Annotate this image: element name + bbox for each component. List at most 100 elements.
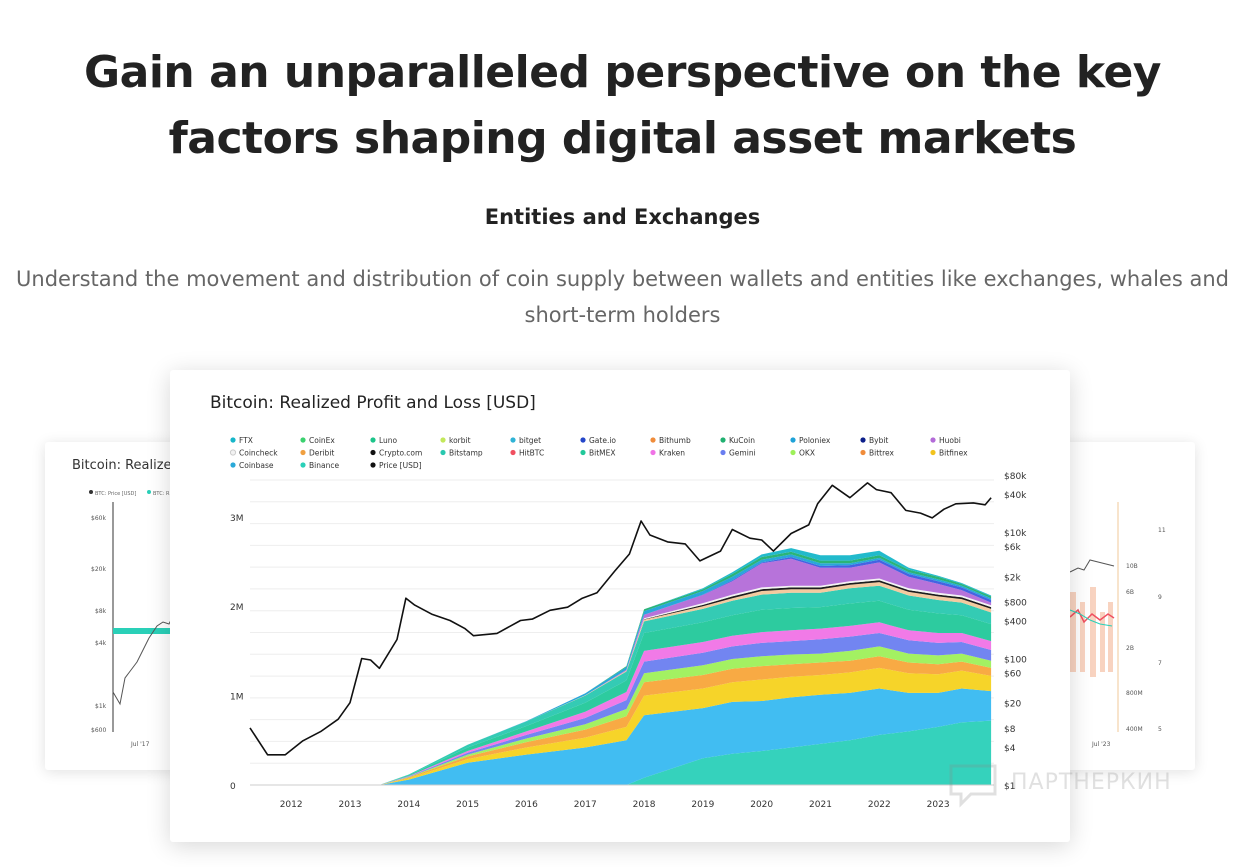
chart-areas [261,548,992,785]
right-tick: 10B [1126,563,1138,570]
legend-label: Binance [309,461,339,470]
legend-label: Price [USD] [379,461,422,470]
area-series-bitmex [261,600,992,785]
x-tick-label: 2022 [868,800,891,810]
legend-label: Bybit [869,436,888,445]
left-tick: $4k [95,640,107,647]
right-card-chart: 10B 6B 2B 800M 400M 11 9 7 5 Jul '23 [1069,502,1166,748]
y-right-tick-label: $400 [1004,617,1027,627]
x-tick-label: 2021 [809,800,832,810]
legend-label: Bittrex [869,449,895,458]
area-series-bitfinex [261,667,992,785]
x-tick-label: 2019 [691,800,714,810]
left-card-chart: BTC: Price [USD] BTC: R $60k $20k $8k $4… [89,490,174,748]
chart-axes: 0 1M 2M 3M $80k $40k $10k $6k $2k $800 $400 $100 $60… [230,472,1027,810]
legend-swatch [720,437,726,443]
price-usd-line [249,482,992,756]
right-bar [1090,587,1096,677]
legend-label: Gemini [729,449,756,458]
legend-label: HitBTC [519,449,544,458]
right-teal-line [1069,609,1113,627]
right-bar [1100,612,1105,672]
x-tick-label: 2015 [456,800,479,810]
right-bar [1080,602,1085,672]
left-area [113,628,173,634]
legend-label: Bitstamp [449,449,483,458]
legend-label: Kraken [659,449,685,458]
legend-label: Poloniex [799,436,831,445]
right-tick-b: 5 [1158,726,1162,733]
legend-label: Deribit [309,449,334,458]
left-legend-dot [89,490,93,494]
area-series-okx [261,646,992,785]
left-x-tick: Jul '17 [130,741,150,748]
y-right-tick-label: $800 [1004,598,1027,608]
y-right-tick-label: $100 [1004,656,1027,666]
legend-swatch [650,437,656,443]
x-tick-label: 2020 [750,800,773,810]
legend-label: KuCoin [729,436,755,445]
legend-swatch [300,462,306,468]
realized-profit-loss-chart: FTX CoinEx Luno korbit bitget Gate.io Bithumb K… [229,436,1027,810]
left-price-line [112,615,174,706]
watermark: ПАРТНЕРКИН [945,760,1205,810]
area-series-coinbase [261,688,992,785]
legend-label: Crypto.com [379,449,422,458]
right-tick: 6B [1126,589,1134,596]
legend-swatch [930,437,936,443]
right-tick: 800M [1126,690,1143,697]
y-right-tick-label: $6k [1004,543,1021,553]
legend-label: Bitfinex [939,449,968,458]
chart-price-line-group [249,482,992,756]
y-left-tick-label: 1M [230,693,244,703]
y-right-tick-label: $1 [1004,782,1015,792]
legend-label: OKX [799,449,815,458]
legend-label: Huobi [939,436,961,445]
area-series-binance [261,720,992,785]
left-tick: $600 [91,727,106,734]
area-series-ftx [261,548,992,785]
y-right-tick-label: $8 [1004,725,1016,735]
y-right-tick-label: $60 [1004,670,1021,680]
right-bars [1070,587,1113,677]
page-headline: Gain an unparalleled perspective on the … [84,47,1161,164]
right-tick: 2B [1126,645,1134,652]
x-tick-label: 2017 [574,800,597,810]
right-tick-b: 7 [1158,660,1162,667]
right-tick-b: 11 [1158,527,1166,534]
y-left-tick-label: 2M [230,603,244,613]
section-title: Entities and Exchanges [484,205,761,229]
chart-legend: FTX CoinEx Luno korbit bitget Gate.io Bithumb K… [229,436,968,470]
legend-swatch [300,449,306,456]
watermark-chat-icon [949,764,997,808]
x-tick-label: 2016 [515,800,538,810]
legend-swatch [860,437,866,443]
y-right-tick-label: $40k [1004,491,1027,501]
left-tick: $60k [91,515,106,522]
y-right-tick-label: $4 [1004,744,1016,754]
legend-swatch [370,449,376,456]
y-left-tick-label: 3M [230,514,244,524]
area-series-huobi [261,558,992,785]
legend-swatch [510,437,516,443]
watermark-text: ПАРТНЕРКИН [1011,770,1172,795]
legend-swatch [230,437,236,443]
legend-swatch [650,449,656,456]
right-red-line [1069,608,1115,624]
legend-label: bitget [519,436,541,445]
left-legend-1: BTC: Price [USD] [95,491,136,497]
area-series-bittrex [261,656,992,785]
area-series-gemini [261,633,992,785]
legend-swatch [510,449,516,456]
y-right-tick-label: $2k [1004,573,1021,583]
legend-label: CoinEx [309,436,335,445]
chart-title: Bitcoin: Realized Profit and Loss [USD] [210,393,536,413]
main-chart-card: Bitcoin: Realized Profit and Loss [USD] … [170,370,1070,842]
left-card-title: Bitcoin: Realized [72,458,180,473]
legend-swatch [300,437,306,443]
legend-swatch [930,449,936,456]
legend-swatch [440,437,446,443]
legend-swatch [229,449,237,456]
legend-swatch [230,462,236,468]
right-tick: 400M [1126,726,1143,733]
